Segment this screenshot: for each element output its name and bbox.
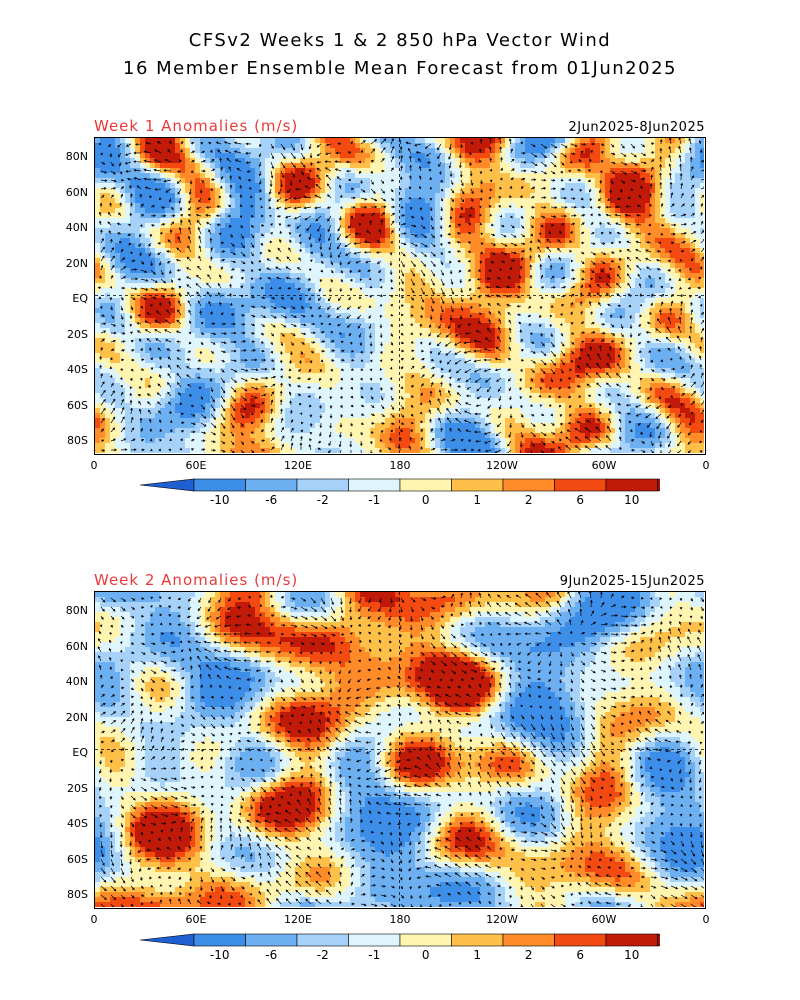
colorbar-tick-label: -6 [265,948,278,962]
lon-label: 60W [591,913,617,926]
colorbar-swatch [657,478,660,492]
colorbar-swatch [296,933,349,947]
week2-anomaly-map [94,591,706,909]
lat-label: EQ [72,292,88,305]
colorbar-tick-label: 1 [473,493,482,507]
week2-colorbar [140,933,660,947]
lon-label: 120W [486,459,518,472]
reference-lines [95,592,704,907]
lat-label: 60N [65,639,88,653]
colorbar-swatch [605,478,658,492]
lon-label: 180 [389,459,411,472]
chart-title-line2: 16 Member Ensemble Mean Forecast from 01… [123,58,677,79]
lat-label: 20S [67,327,88,341]
week1-date-range: 2Jun2025-8Jun2025 [568,120,705,135]
anomaly-shading [95,138,704,453]
colorbar-tick-label: 1 [473,948,482,962]
colorbar-tick-label: 0 [421,493,430,507]
colorbar-tick-label: -10 [209,493,230,507]
colorbar-swatch [348,933,401,947]
colorbar-tick-label: 10 [624,948,640,962]
lat-label: 60S [67,398,88,412]
colorbar-swatch [554,478,607,492]
colorbar-swatch [605,933,658,947]
colorbar-swatch [140,478,195,492]
week2-date-range: 9Jun2025-15Jun2025 [559,574,705,589]
colorbar-tick-label: -2 [316,948,329,962]
lon-label: 120E [284,459,312,472]
colorbar-tick-label: 6 [576,493,585,507]
lat-label: 80N [65,604,88,617]
colorbar-swatch [193,478,246,492]
colorbar-swatch [296,478,349,492]
lat-label: 40S [67,817,88,830]
lat-label: EQ [72,746,88,759]
lat-label: 40N [65,221,88,234]
lon-label: 120E [284,913,312,926]
colorbar-tick-label: -1 [368,948,381,962]
colorbar-swatch [399,478,452,492]
lat-label: 80S [67,888,88,901]
lon-label: 120W [486,913,518,926]
colorbar-tick-label: -2 [316,493,329,507]
colorbar-swatch [502,933,555,947]
colorbar-swatch [502,478,555,492]
lat-label: 40S [67,363,88,376]
colorbar-swatch [399,933,452,947]
wind-vectors [97,138,704,453]
colorbar-swatch [554,933,607,947]
colorbar-tick-label: 0 [421,948,430,962]
colorbar-swatch [140,933,195,947]
lon-label: 180 [389,913,411,926]
colorbar-tick-label: 6 [576,948,585,962]
colorbar-tick-label: 2 [524,493,533,507]
week1-colorbar [140,478,660,492]
lon-label: 60W [591,459,617,472]
lon-label: 0 [702,913,710,926]
lon-label: 0 [90,913,98,926]
lon-label: 60E [185,913,207,926]
colorbar-swatch [348,478,401,492]
week1-anomaly-map [94,137,706,455]
colorbar-swatch [245,478,298,492]
lat-label: 20S [67,781,88,795]
lat-label: 80N [65,150,88,163]
chart-title-line1: CFSv2 Weeks 1 & 2 850 hPa Vector Wind [188,30,612,51]
colorbar-tick-label: 10 [624,493,640,507]
week1-panel-title: Week 1 Anomalies (m/s) [94,117,299,135]
lon-label: 60E [185,459,207,472]
lat-label: 80S [67,434,88,447]
colorbar-tick-label: 2 [524,948,533,962]
colorbar-swatch [451,478,504,492]
colorbar-swatch [451,933,504,947]
wind-vectors [97,592,704,907]
week2-panel-title: Week 2 Anomalies (m/s) [94,571,299,589]
lat-label: 60N [65,185,88,199]
colorbar-swatch [657,933,660,947]
colorbar-tick-label: -10 [209,948,230,962]
colorbar-swatch [245,933,298,947]
reference-lines [95,138,704,453]
colorbar-tick-label: -6 [265,493,278,507]
lon-label: 0 [90,459,98,472]
lat-label: 40N [65,675,88,688]
colorbar-swatch [193,933,246,947]
lat-label: 20N [65,256,88,270]
lon-label: 0 [702,459,710,472]
lat-label: 20N [65,710,88,724]
lat-label: 60S [67,852,88,866]
colorbar-tick-label: -1 [368,493,381,507]
